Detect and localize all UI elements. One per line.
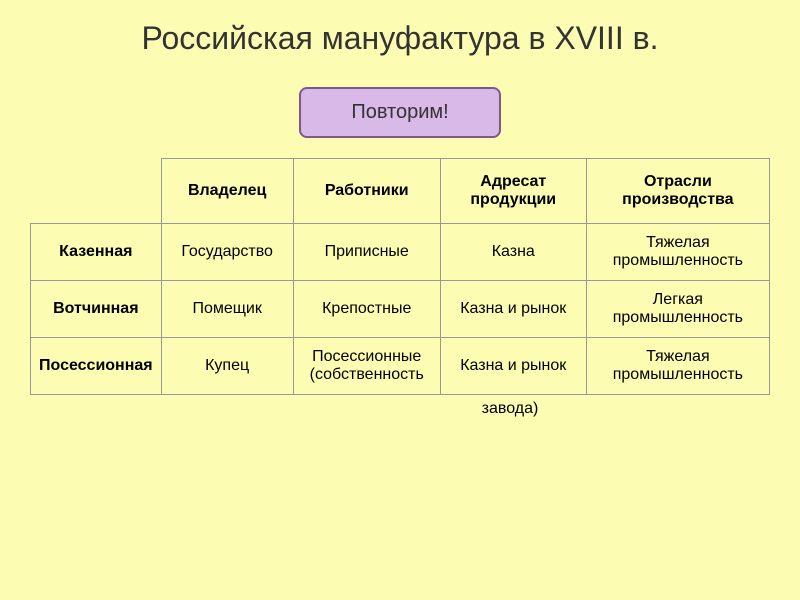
cell-industry: Тяжелая промышленность <box>586 338 769 395</box>
cell-workers: Крепостные <box>293 281 440 338</box>
table-row: Вотчинная Помещик Крепостные Казна и рын… <box>31 281 770 338</box>
header-empty <box>31 159 162 224</box>
review-badge: Повторим! <box>299 87 500 138</box>
cell-owner: Купец <box>161 338 293 395</box>
header-workers: Работники <box>293 159 440 224</box>
header-industry: Отрасли производства <box>586 159 769 224</box>
cell-workers: Посессионные (собственность <box>293 338 440 395</box>
overflow-text: завода) <box>30 400 770 418</box>
row-label: Вотчинная <box>31 281 162 338</box>
header-recipient: Адресат продукции <box>440 159 586 224</box>
cell-industry: Тяжелая промышленность <box>586 224 769 281</box>
cell-recipient: Казна <box>440 224 586 281</box>
row-label: Казенная <box>31 224 162 281</box>
badge-container: Повторим! <box>30 87 770 138</box>
cell-owner: Государство <box>161 224 293 281</box>
row-label: Посессионная <box>31 338 162 395</box>
page-title: Российская мануфактура в XVIII в. <box>30 20 770 57</box>
cell-recipient: Казна и рынок <box>440 338 586 395</box>
cell-industry: Легкая промышленность <box>586 281 769 338</box>
table-row: Казенная Государство Приписные Казна Тяж… <box>31 224 770 281</box>
manufactory-table: Владелец Работники Адресат продукции Отр… <box>30 158 770 395</box>
cell-recipient: Казна и рынок <box>440 281 586 338</box>
cell-workers: Приписные <box>293 224 440 281</box>
header-owner: Владелец <box>161 159 293 224</box>
table-row: Посессионная Купец Посессионные (собстве… <box>31 338 770 395</box>
table-header-row: Владелец Работники Адресат продукции Отр… <box>31 159 770 224</box>
cell-owner: Помещик <box>161 281 293 338</box>
